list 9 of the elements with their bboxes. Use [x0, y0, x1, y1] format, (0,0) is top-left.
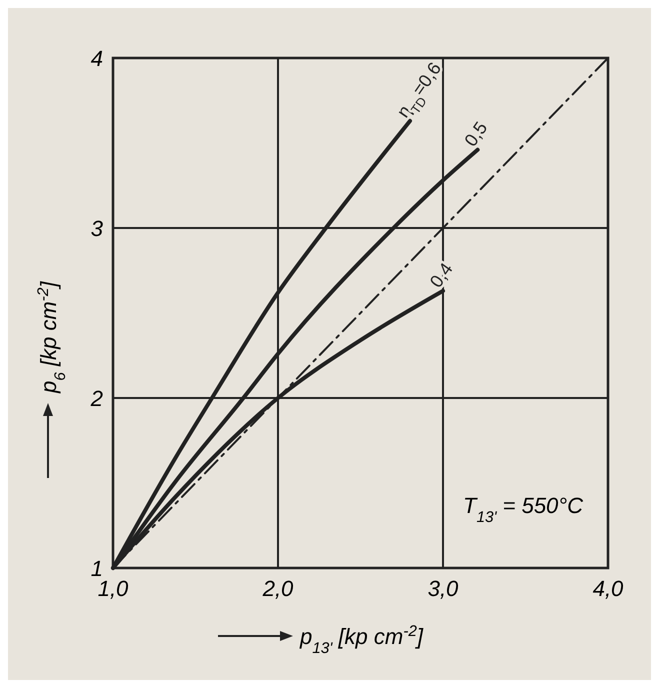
x-tick-label: 3,0	[428, 576, 460, 601]
text: 0,5	[460, 118, 492, 150]
y-tick-label: 4	[90, 46, 103, 71]
x-tick-label: 2,0	[262, 576, 294, 601]
annotation: T$_{13'}$ = 550°C	[463, 493, 584, 526]
y-tick-label: 3	[90, 216, 104, 241]
x-tick-label: 4,0	[592, 576, 624, 601]
x-axis-title: p$_{13'}$ [kp cm$^{-2}$]	[299, 622, 424, 656]
y-tick-label: 2	[90, 386, 103, 411]
